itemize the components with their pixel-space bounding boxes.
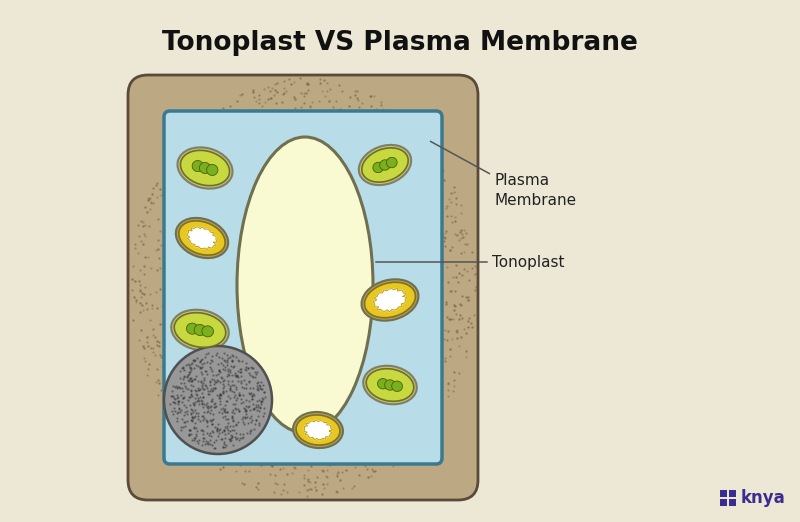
Ellipse shape xyxy=(385,380,395,390)
FancyBboxPatch shape xyxy=(164,111,442,464)
Ellipse shape xyxy=(378,378,388,389)
Ellipse shape xyxy=(194,325,206,336)
Ellipse shape xyxy=(176,218,228,258)
Ellipse shape xyxy=(373,162,384,173)
Ellipse shape xyxy=(392,381,402,392)
Circle shape xyxy=(164,346,272,454)
Ellipse shape xyxy=(237,137,373,433)
FancyBboxPatch shape xyxy=(720,499,727,506)
Ellipse shape xyxy=(366,369,414,401)
Ellipse shape xyxy=(181,150,230,186)
Text: Plasma
Membrane: Plasma Membrane xyxy=(494,173,576,208)
Ellipse shape xyxy=(199,162,210,173)
Ellipse shape xyxy=(363,366,417,405)
Ellipse shape xyxy=(362,148,408,182)
Ellipse shape xyxy=(380,160,390,170)
Ellipse shape xyxy=(178,147,233,188)
Ellipse shape xyxy=(362,279,418,321)
Ellipse shape xyxy=(174,313,226,347)
Ellipse shape xyxy=(206,164,218,175)
Ellipse shape xyxy=(171,310,229,350)
Ellipse shape xyxy=(296,415,340,445)
Ellipse shape xyxy=(178,221,226,255)
Ellipse shape xyxy=(365,282,415,318)
FancyBboxPatch shape xyxy=(128,75,478,500)
Polygon shape xyxy=(304,420,333,440)
Ellipse shape xyxy=(202,326,214,337)
Polygon shape xyxy=(186,227,218,250)
Ellipse shape xyxy=(293,412,343,448)
Text: Tonoplast VS Plasma Membrane: Tonoplast VS Plasma Membrane xyxy=(162,30,638,56)
Text: knya: knya xyxy=(741,489,786,507)
Polygon shape xyxy=(373,288,407,312)
FancyBboxPatch shape xyxy=(729,499,736,506)
Ellipse shape xyxy=(359,145,411,185)
Text: Tonoplast: Tonoplast xyxy=(492,255,565,269)
FancyBboxPatch shape xyxy=(720,490,727,497)
Ellipse shape xyxy=(186,323,198,334)
Ellipse shape xyxy=(192,161,203,172)
FancyBboxPatch shape xyxy=(729,490,736,497)
Ellipse shape xyxy=(386,157,397,168)
